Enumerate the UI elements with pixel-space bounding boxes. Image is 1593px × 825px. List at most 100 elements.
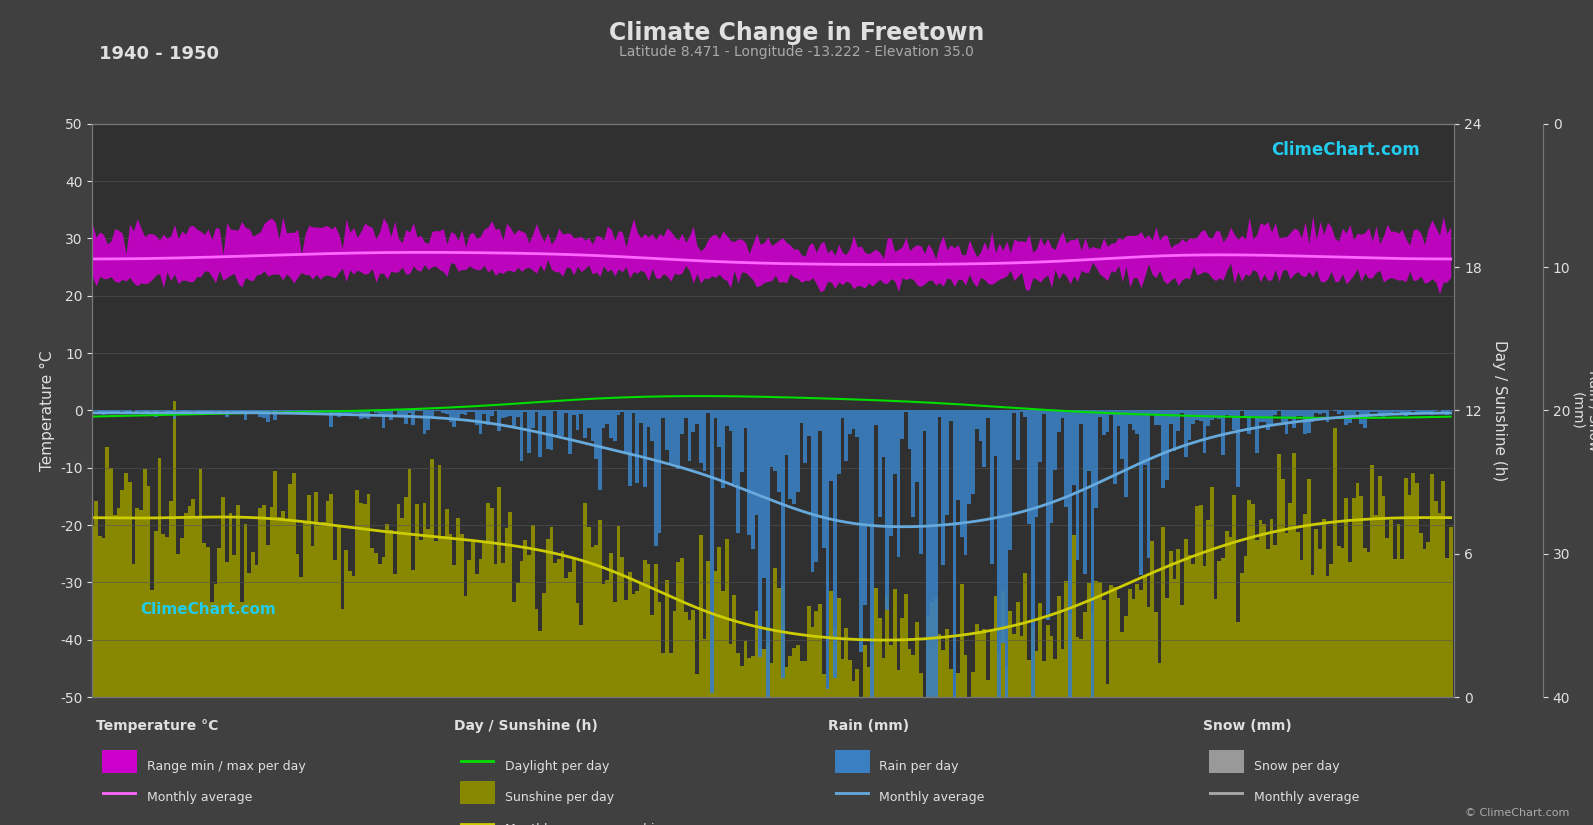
Bar	[177, 554, 180, 697]
Bar	[933, 598, 938, 697]
Bar	[1114, 411, 1117, 484]
Bar	[927, 616, 930, 697]
Bar	[460, 411, 464, 414]
Bar	[986, 411, 989, 418]
Bar	[456, 518, 460, 697]
Bar	[199, 411, 202, 412]
Bar	[161, 534, 166, 697]
Bar	[505, 411, 508, 417]
Bar	[1244, 411, 1247, 416]
Bar	[769, 411, 774, 466]
Bar	[288, 484, 292, 697]
Bar	[945, 629, 949, 697]
Bar	[124, 411, 127, 412]
Bar	[1142, 411, 1147, 465]
Bar	[1419, 411, 1423, 412]
Bar	[1211, 411, 1214, 420]
Bar	[1214, 411, 1217, 418]
Bar	[755, 411, 758, 515]
Bar	[666, 580, 669, 697]
Bar	[1128, 589, 1131, 697]
Bar	[1153, 411, 1158, 425]
Bar	[1120, 411, 1125, 460]
Bar	[1262, 524, 1266, 697]
Y-axis label: Temperature °C: Temperature °C	[40, 350, 54, 471]
Bar	[750, 656, 755, 697]
Bar	[1080, 411, 1083, 424]
Bar	[1109, 411, 1114, 415]
Bar	[1437, 513, 1442, 697]
Bar	[397, 411, 400, 415]
Bar	[699, 411, 703, 463]
Bar	[467, 411, 472, 412]
Text: Snow per day: Snow per day	[1254, 760, 1340, 773]
Bar	[1172, 579, 1176, 697]
Bar	[1158, 411, 1161, 425]
Bar	[1295, 532, 1300, 697]
Text: Monthly average: Monthly average	[1254, 791, 1359, 804]
Bar	[855, 411, 859, 437]
Bar	[1161, 527, 1164, 697]
Bar	[583, 411, 586, 438]
Bar	[135, 508, 139, 697]
Bar	[1236, 411, 1239, 488]
Bar	[886, 596, 889, 697]
Bar	[333, 411, 336, 412]
Bar	[602, 411, 605, 428]
Bar	[616, 526, 620, 697]
Bar	[1222, 559, 1225, 697]
Bar	[180, 538, 183, 697]
Bar	[296, 411, 299, 412]
Text: Rain per day: Rain per day	[879, 760, 959, 773]
Bar	[319, 524, 322, 697]
Bar	[1295, 411, 1300, 417]
Bar	[285, 521, 288, 697]
Bar	[132, 564, 135, 697]
Bar	[792, 648, 796, 697]
Bar	[371, 411, 374, 412]
Bar	[1244, 556, 1247, 697]
Bar	[1348, 411, 1352, 423]
Bar	[1142, 574, 1147, 697]
Bar	[616, 411, 620, 415]
Bar	[135, 411, 139, 412]
Bar	[1389, 520, 1392, 697]
Bar	[1188, 555, 1192, 697]
Bar	[1341, 411, 1344, 412]
Bar	[572, 411, 575, 415]
Bar	[706, 411, 710, 413]
Bar	[1423, 411, 1426, 412]
Bar	[1125, 411, 1128, 497]
Bar	[1445, 559, 1448, 697]
Bar	[378, 411, 382, 414]
Bar	[99, 411, 102, 412]
Bar	[1348, 562, 1352, 697]
Text: Snow (mm): Snow (mm)	[1203, 719, 1292, 733]
Bar	[155, 411, 158, 417]
Bar	[188, 411, 191, 413]
Bar	[1381, 411, 1386, 417]
Bar	[1375, 516, 1378, 697]
Bar	[1180, 605, 1184, 697]
Bar	[366, 411, 371, 419]
Bar	[1367, 552, 1370, 697]
Bar	[1442, 481, 1445, 697]
Bar	[464, 411, 467, 416]
Bar	[956, 673, 961, 697]
Bar	[736, 653, 739, 697]
Bar	[1005, 666, 1008, 697]
Bar	[497, 487, 502, 697]
Bar	[975, 625, 978, 697]
Bar	[1378, 476, 1381, 697]
Bar	[1419, 533, 1423, 697]
Bar	[155, 531, 158, 697]
Bar	[102, 411, 105, 415]
Bar	[1222, 411, 1225, 455]
Bar	[1147, 606, 1150, 697]
Bar	[452, 411, 456, 427]
Bar	[519, 561, 524, 697]
Bar	[344, 550, 347, 697]
Bar	[825, 688, 830, 697]
Bar	[875, 411, 878, 425]
Bar	[1027, 411, 1031, 524]
